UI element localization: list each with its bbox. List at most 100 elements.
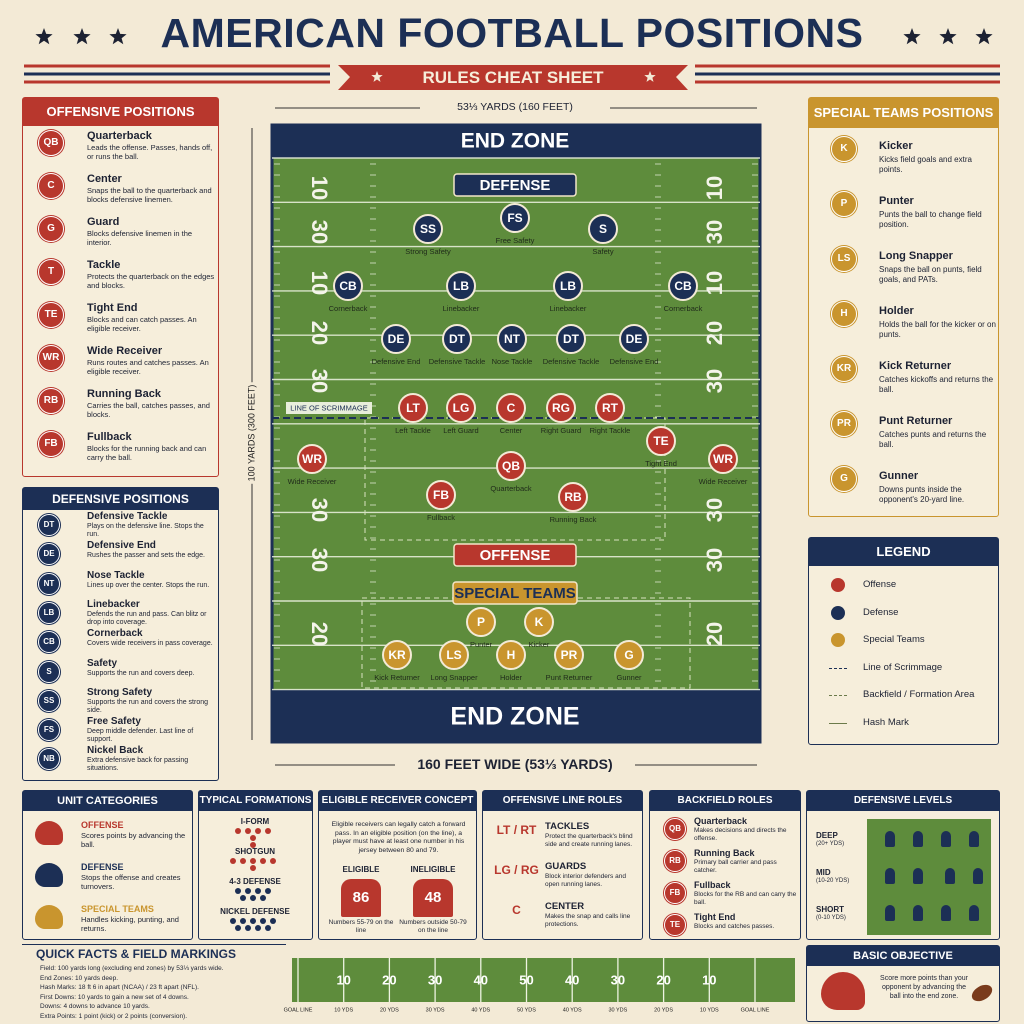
player-marker [524, 607, 554, 637]
fact-line: Field: 100 yards long (excluding end zon… [40, 965, 224, 972]
defender-icon [941, 905, 951, 921]
position-badge: LS [831, 246, 857, 272]
position-desc: Supports the run and covers deep. [87, 669, 195, 677]
player-abbr: SS [420, 222, 436, 236]
position-name: Guard [87, 216, 120, 228]
position-badge: S [38, 660, 60, 683]
panel: BASIC OBJECTIVE Score more points than yo… [806, 945, 1000, 1022]
position-name: Tight End [87, 302, 138, 314]
los-label: LINE OF SCRIMMAGE [290, 403, 368, 412]
player-marker [556, 324, 586, 354]
mini-yard-label: GOAL LINE [741, 1007, 770, 1013]
role-desc: Blocks and catches passes. [694, 923, 775, 930]
position-name: Nickel Back [87, 745, 144, 757]
yard-number: 30 [702, 498, 727, 522]
unit-banner-label: SPECIAL TEAMS [454, 585, 575, 602]
field-length-label: 100 YARDS (300 FEET) [246, 385, 256, 482]
player-abbr: RG [552, 401, 570, 415]
level-range: (0-10 YDS) [816, 915, 846, 921]
mini-yard-label: 20 YDS [654, 1007, 673, 1013]
position-name: Punt Returner [879, 415, 953, 427]
player-label: Center [500, 426, 523, 435]
football-icon [968, 981, 996, 1005]
defender-icon [969, 905, 979, 921]
formation-area [364, 417, 666, 541]
player-label: Left Tackle [395, 426, 431, 435]
player-abbr: PR [561, 648, 578, 662]
panel: LEGEND Offense Defense Special Teams Line of… [808, 537, 999, 745]
position-badge: TE [664, 914, 686, 936]
position-desc: Catches kickoffs and returns the ball. [879, 375, 994, 394]
mini-yard-number: 20 [382, 972, 396, 987]
position-desc: Snaps the ball on punts, field goals, an… [879, 265, 982, 284]
star-icon [939, 28, 957, 45]
player-marker [333, 271, 363, 301]
star-icon [644, 71, 656, 82]
field-bottom-label: 160 FEET WIDE (53⅓ YARDS) [395, 756, 635, 774]
player-marker [496, 451, 526, 481]
player-marker [297, 444, 327, 474]
role-name: Tight End [694, 912, 736, 922]
player-abbr: DE [388, 332, 405, 346]
player-marker [553, 271, 583, 301]
position-badge: KR [831, 356, 857, 382]
position-desc: Lines up over the center. Stops the run. [87, 581, 210, 589]
eligible-note: Numbers 55-79 on the line [328, 919, 394, 934]
position-desc: Kicks field goals and extra points. [879, 155, 972, 174]
mini-yard-number: 40 [474, 972, 488, 987]
position-name: Strong Safety [87, 686, 153, 698]
player-marker [381, 324, 411, 354]
page-title: AMERICAN FOOTBALL POSITIONS [160, 10, 864, 56]
level-name: DEEP [816, 831, 838, 840]
formation-dot [255, 828, 261, 834]
player-label: Defensive End [610, 357, 659, 366]
player-label: Kick Returner [374, 673, 420, 682]
position-badge: QB [664, 818, 686, 840]
panel: UNIT CATEGORIES OFFENSE Scores points by a… [22, 790, 193, 940]
panel: OFFENSIVE LINE ROLES LT / RT TACKLES Protec… [482, 790, 643, 940]
field-width-label: 53⅓ YARDS (160 FEET) [420, 101, 610, 115]
star-icon [109, 28, 127, 45]
legend-label: Line of Scrimmage [863, 661, 943, 673]
mini-yard-label: 30 YDS [608, 1007, 627, 1013]
player-marker [668, 271, 698, 301]
unit-desc: Handles kicking, punting, and returns. [81, 915, 179, 933]
role-desc: Primary ball carrier and pass catcher. [694, 859, 777, 874]
helmet-icon [35, 863, 63, 887]
player-abbr: CB [339, 279, 357, 293]
yard-number: 20 [702, 321, 727, 345]
player-abbr: DE [626, 332, 643, 346]
yard-number: 30 [702, 369, 727, 393]
player-abbr: RB [564, 490, 582, 504]
formation-dot [230, 918, 236, 924]
formation-dot [270, 918, 276, 924]
player-marker [398, 393, 428, 423]
position-badge: TE [38, 302, 64, 328]
end-zone-label: END ZONE [461, 130, 570, 153]
position-badge: PR [831, 411, 857, 437]
player-abbr: LB [560, 279, 576, 293]
position-name: Punter [879, 195, 914, 207]
player-label: Long Snapper [430, 673, 478, 682]
yard-number: 30 [702, 548, 727, 572]
role-name: Quarterback [694, 816, 748, 826]
formation-dot [265, 925, 271, 931]
yard-number: 30 [307, 498, 332, 522]
player-label: Fullback [427, 513, 455, 522]
level-range: (20+ YDS) [816, 841, 845, 847]
mini-yard-number: 20 [656, 972, 670, 987]
player-abbr: WR [713, 452, 733, 466]
player-label: Punter [470, 640, 493, 649]
yard-number: 10 [307, 271, 332, 295]
role-name: Running Back [694, 848, 755, 858]
role-desc: Block interior defenders and open runnin… [545, 873, 626, 888]
legend-swatch [831, 578, 845, 592]
position-badge: P [831, 191, 857, 217]
position-badge: DE [38, 543, 60, 566]
fact-line: End Zones: 10 yards deep. [40, 974, 119, 982]
player-marker [646, 426, 676, 456]
player-abbr: FS [507, 211, 522, 225]
mini-yard-number: 40 [565, 972, 579, 987]
quick-facts: QUICK FACTS & FIELD MARKINGS Field: 100 y… [22, 944, 286, 1022]
